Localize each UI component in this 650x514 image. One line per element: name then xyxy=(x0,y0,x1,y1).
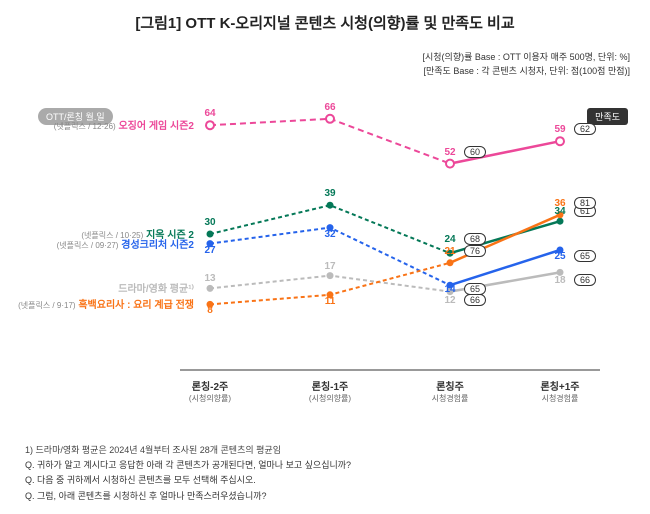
base-note-1: [시청(의향)률 Base : OTT 이용자 매주 500명, 단위: %] xyxy=(422,50,630,64)
x-axis-label: 론칭주시청경험률 xyxy=(432,378,469,404)
data-label: 30 xyxy=(204,217,215,228)
data-label: 52 xyxy=(444,147,455,158)
data-label: 64 xyxy=(204,108,215,119)
data-label: 13 xyxy=(204,273,215,284)
satisfaction-pill: 68 xyxy=(464,233,486,245)
base-note-2: [만족도 Base : 각 콘텐츠 시청자, 단위: 점(100점 만점)] xyxy=(422,64,630,78)
x-label-sub: (시청의향률) xyxy=(189,393,231,404)
x-label-main: 론칭-1주 xyxy=(312,382,349,393)
question-1: Q. 귀하가 알고 계시다고 응답한 아래 각 콘텐츠가 공개된다면, 얼마나 … xyxy=(25,458,351,473)
chart-area: (넷플릭스 / 12·26) 오징어 게임 시즌2(넷플릭스 / 10·25) … xyxy=(0,100,650,400)
x-label-sub: 시청경험률 xyxy=(432,393,469,404)
x-label-main: 론칭주 xyxy=(436,382,464,393)
x-label-main: 론칭-2주 xyxy=(192,382,229,393)
chart-container: { "title": "[그림1] OTT K-오리지널 콘텐츠 시청(의향)률… xyxy=(0,0,650,514)
satisfaction-pill: 66 xyxy=(464,294,486,306)
series-label: 드라마/영화 평균¹⁾ xyxy=(118,280,194,295)
series-sub: (넷플릭스 / 12·26) xyxy=(54,122,116,131)
data-label: 27 xyxy=(204,245,215,256)
footnotes: 1) 드라마/영화 평균은 2024년 4월부터 조사된 28개 콘텐츠의 평균… xyxy=(25,443,351,504)
series-sub: (넷플릭스 / 9·17) xyxy=(18,301,75,310)
data-label: 21 xyxy=(444,246,455,257)
x-label-main: 론칭+1주 xyxy=(540,382,579,393)
series-name: 드라마/영화 평균¹⁾ xyxy=(118,284,194,295)
data-label: 32 xyxy=(324,229,335,240)
data-label: 25 xyxy=(554,251,565,262)
series-label: (넷플릭스 / 9·17) 흑백요리사 : 요리 계급 전쟁 xyxy=(18,296,194,311)
series-name: 오징어 게임 시즌2 xyxy=(118,121,194,132)
x-label-sub: (시청의향률) xyxy=(309,393,351,404)
series-name: 흑백요리사 : 요리 계급 전쟁 xyxy=(78,300,194,311)
satisfaction-pill: 65 xyxy=(574,250,596,262)
data-label: 24 xyxy=(444,234,455,245)
question-2: Q. 다음 중 귀하께서 시청하신 콘텐츠를 모두 선택해 주십시오. xyxy=(25,473,351,488)
x-axis-label: 론칭-2주(시청의향률) xyxy=(189,378,231,404)
data-label: 11 xyxy=(325,296,336,307)
series-name: 경성크리처 시즌2 xyxy=(121,240,194,251)
data-label: 18 xyxy=(554,275,565,286)
x-axis-label: 론칭+1주시청경험률 xyxy=(540,378,579,404)
series-sub: (넷플릭스 / 09·27) xyxy=(57,241,119,250)
series-label: (넷플릭스 / 12·26) 오징어 게임 시즌2 xyxy=(54,117,194,132)
footnote-1: 1) 드라마/영화 평균은 2024년 4월부터 조사된 28개 콘텐츠의 평균… xyxy=(25,443,351,458)
satisfaction-pill: 62 xyxy=(574,123,596,135)
data-label: 36 xyxy=(554,198,565,209)
x-axis-label: 론칭-1주(시청의향률) xyxy=(309,378,351,404)
satisfaction-pill: 81 xyxy=(574,197,596,209)
data-label: 39 xyxy=(324,188,335,199)
question-3: Q. 그럼, 아래 콘텐츠를 시청하신 후 얼마나 만족스러우셨습니까? xyxy=(25,489,351,504)
chart-title: [그림1] OTT K-오리지널 콘텐츠 시청(의향)률 및 만족도 비교 xyxy=(0,0,650,33)
satisfaction-pill: 76 xyxy=(464,245,486,257)
data-label: 12 xyxy=(444,295,455,306)
data-label: 59 xyxy=(554,124,565,135)
satisfaction-pill: 66 xyxy=(574,274,596,286)
series-label: (넷플릭스 / 09·27) 경성크리처 시즌2 xyxy=(57,236,194,251)
data-label: 8 xyxy=(207,305,213,316)
base-notes: [시청(의향)률 Base : OTT 이용자 매주 500명, 단위: %] … xyxy=(422,50,630,79)
data-label: 66 xyxy=(324,102,335,113)
satisfaction-pill: 60 xyxy=(464,146,486,158)
x-label-sub: 시청경험률 xyxy=(540,393,579,404)
data-label: 17 xyxy=(324,261,335,272)
data-label: 14 xyxy=(444,284,455,295)
